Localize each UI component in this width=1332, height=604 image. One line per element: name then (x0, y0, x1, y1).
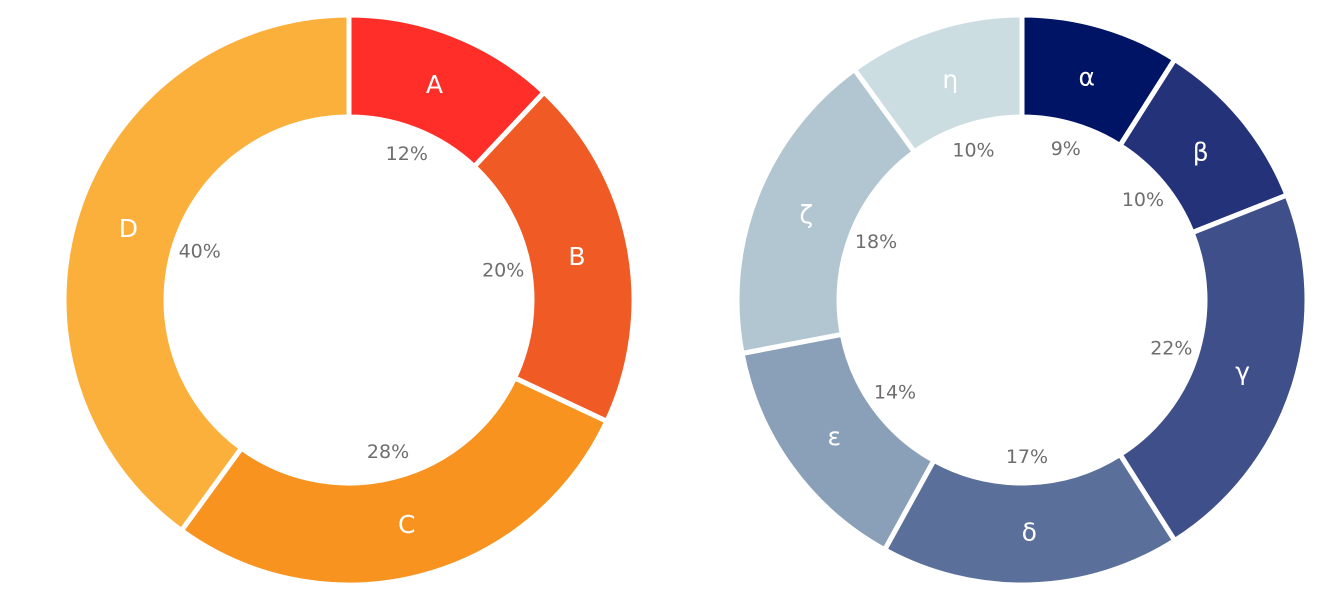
donut-1-percent-label-0: 9% (1051, 138, 1081, 160)
donut-1-slice-label-6: η (942, 65, 958, 94)
donut-1-slice-label-4: ε (828, 422, 842, 451)
donut-0-percent-label-3: 40% (179, 240, 221, 262)
donut-0-slice-label-1: B (568, 242, 585, 271)
donut-1-slice-6 (850, 12, 1025, 156)
donut-0-percent-label-2: 28% (367, 441, 409, 463)
donut-1-slice-label-1: β (1193, 138, 1209, 167)
donut-1-percent-label-6: 10% (952, 140, 994, 162)
donut-0-slice-2 (177, 374, 611, 588)
donut-0-slice-label-0: A (426, 70, 443, 99)
donut-1-slice-label-3: δ (1022, 517, 1037, 546)
donut-1-slice-label-2: γ (1235, 357, 1250, 386)
donut-1-percent-label-3: 17% (1006, 446, 1048, 468)
donut-0-slice-label-2: C (398, 510, 415, 539)
donut-chart-right: α 9% β 10% γ 22% δ 17% ε 14% ζ 18% η 10% (734, 12, 1310, 588)
donut-1-slice-label-0: α (1078, 63, 1094, 92)
donut-1-percent-label-2: 22% (1150, 338, 1192, 360)
donut-0-percent-label-0: 12% (386, 143, 428, 165)
donut-1-percent-label-1: 10% (1122, 189, 1164, 211)
donut-0-slice-label-3: D (119, 214, 138, 243)
donut-0-slice-3 (61, 12, 352, 535)
donut-1-slice-label-5: ζ (799, 200, 813, 229)
donut-1-percent-label-4: 14% (874, 381, 916, 403)
donut-chart-left: A 12% B 20% C 28% D 40% (61, 12, 637, 588)
donut-1-percent-label-5: 18% (855, 231, 897, 253)
donut-1-slice-2 (1116, 191, 1310, 545)
donut-0-percent-label-1: 20% (482, 260, 524, 282)
donut-0-slice-1 (470, 88, 637, 425)
